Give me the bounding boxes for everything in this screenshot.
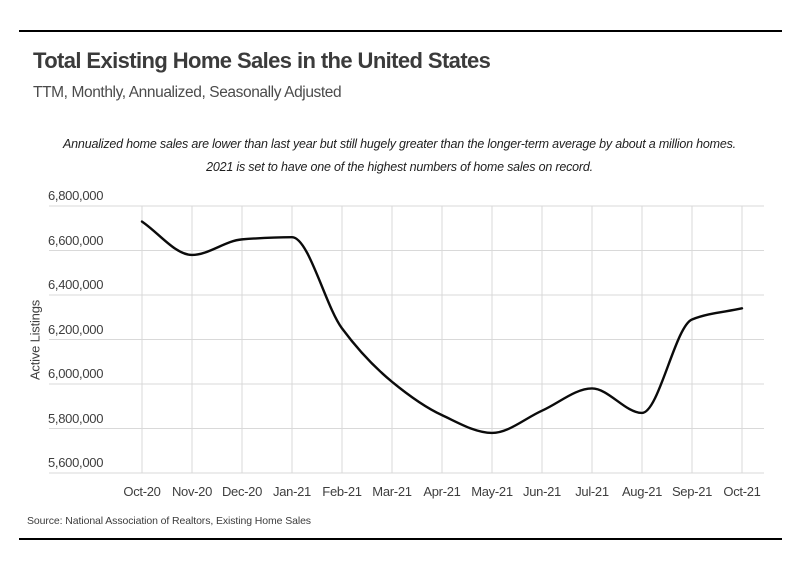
- x-tick-label: Dec-20: [221, 484, 263, 499]
- x-tick-label: Jun-21: [523, 484, 561, 499]
- chart-subtitle: TTM, Monthly, Annualized, Seasonally Adj…: [33, 84, 342, 101]
- x-tick-label: Jul-21: [575, 484, 609, 499]
- x-tick-label: Oct-21: [723, 484, 761, 499]
- chart-title: Total Existing Home Sales in the United …: [33, 48, 491, 73]
- x-tick-label: Aug-21: [621, 484, 663, 499]
- x-tick-label: Sep-21: [671, 484, 713, 499]
- x-tick-label: Mar-21: [372, 484, 412, 499]
- y-tick-label: 6,600,000: [48, 232, 104, 248]
- x-tick-label: Apr-21: [423, 484, 461, 499]
- y-tick-label: 6,200,000: [48, 321, 104, 337]
- top-rule: [19, 30, 782, 32]
- source-note: Source: National Association of Realtors…: [27, 515, 311, 527]
- y-tick-label: 5,800,000: [48, 410, 104, 426]
- y-tick-label: 5,600,000: [48, 455, 104, 470]
- y-tick-label: 6,400,000: [48, 277, 104, 292]
- x-tick-label: Oct-20: [123, 484, 161, 499]
- x-tick-label: May-21: [471, 484, 513, 499]
- x-tick-label: Jan-21: [273, 484, 311, 499]
- x-tick-label: Feb-21: [322, 484, 362, 499]
- y-tick-label: 6,800,000: [48, 188, 104, 203]
- bottom-rule: [19, 538, 782, 540]
- x-tick-label: Nov-20: [171, 484, 213, 499]
- y-tick-label: 6,000,000: [48, 366, 104, 381]
- chart-annotation: Annualized home sales are lower than las…: [63, 137, 736, 174]
